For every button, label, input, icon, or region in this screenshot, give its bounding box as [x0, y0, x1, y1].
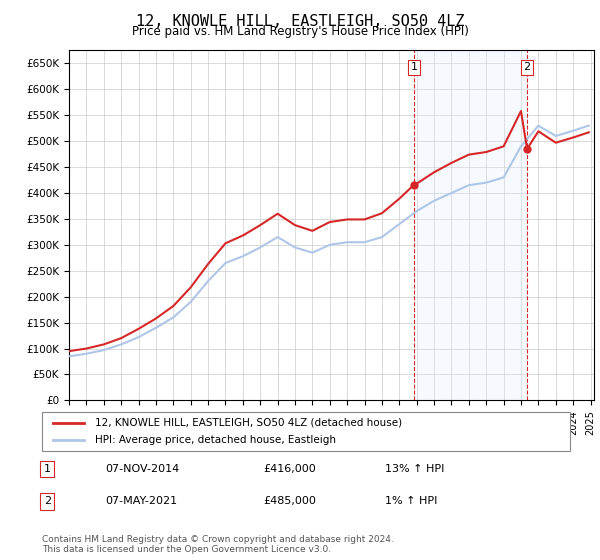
Text: £485,000: £485,000: [264, 496, 317, 506]
Text: 12, KNOWLE HILL, EASTLEIGH, SO50 4LZ: 12, KNOWLE HILL, EASTLEIGH, SO50 4LZ: [136, 14, 464, 29]
Text: HPI: Average price, detached house, Eastleigh: HPI: Average price, detached house, East…: [95, 435, 336, 445]
Bar: [414, 50, 527, 400]
Text: 12, KNOWLE HILL, EASTLEIGH, SO50 4LZ (detached house): 12, KNOWLE HILL, EASTLEIGH, SO50 4LZ (de…: [95, 418, 402, 428]
Text: £416,000: £416,000: [264, 464, 317, 474]
Text: 07-NOV-2014: 07-NOV-2014: [106, 464, 179, 474]
FancyBboxPatch shape: [42, 412, 570, 451]
Text: 2: 2: [44, 496, 51, 506]
Text: 07-MAY-2021: 07-MAY-2021: [106, 496, 178, 506]
Text: 2: 2: [524, 62, 530, 72]
Text: 1: 1: [44, 464, 51, 474]
Text: Contains HM Land Registry data © Crown copyright and database right 2024.
This d: Contains HM Land Registry data © Crown c…: [42, 535, 394, 554]
Text: Price paid vs. HM Land Registry's House Price Index (HPI): Price paid vs. HM Land Registry's House …: [131, 25, 469, 38]
Text: 13% ↑ HPI: 13% ↑ HPI: [385, 464, 445, 474]
Text: 1: 1: [410, 62, 418, 72]
Text: 1% ↑ HPI: 1% ↑ HPI: [385, 496, 437, 506]
